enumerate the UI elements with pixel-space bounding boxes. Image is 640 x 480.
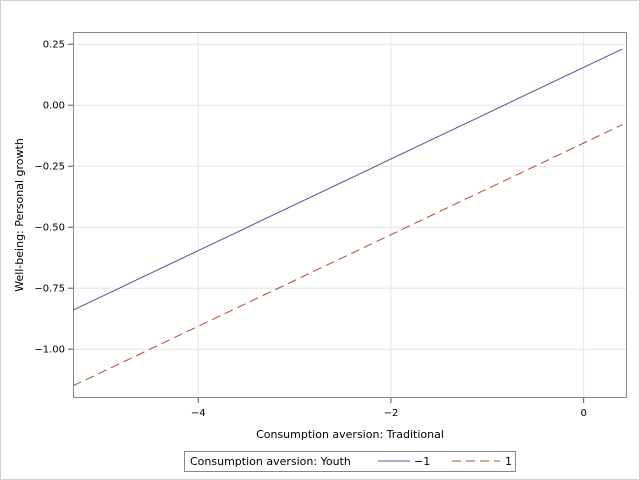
y-tick-label: −0.75 [34, 284, 65, 295]
y-tick-label: 0.00 [43, 101, 65, 112]
legend-box [184, 451, 516, 472]
y-axis-title: Well-being: Personal growth [13, 138, 26, 292]
plot-border [73, 32, 627, 398]
series-line-1 [72, 48, 623, 311]
legend-label-series-2: 1 [505, 455, 512, 468]
y-tick-label: −0.25 [34, 162, 65, 173]
y-tick-label: −0.50 [34, 223, 65, 234]
y-tick-label: 0.25 [43, 40, 65, 51]
y-axis-ticks: 0.25 0.00 −0.25 −0.50 −0.75 −1.00 [34, 40, 73, 356]
x-axis-title: Consumption aversion: Traditional [256, 428, 444, 441]
plot-area [73, 32, 627, 398]
legend: Consumption aversion: Youth −1 1 [184, 451, 516, 472]
y-tick-label: −1.00 [34, 345, 65, 356]
x-axis-ticks: −4 −2 0 [191, 398, 587, 419]
x-tick-label: −2 [384, 408, 399, 419]
x-tick-label: −4 [191, 408, 206, 419]
series-line-2 [72, 124, 623, 387]
legend-title: Consumption aversion: Youth [190, 455, 351, 468]
series-layer [72, 48, 623, 387]
legend-label-series-1: −1 [414, 455, 430, 468]
x-tick-label: 0 [580, 408, 586, 419]
